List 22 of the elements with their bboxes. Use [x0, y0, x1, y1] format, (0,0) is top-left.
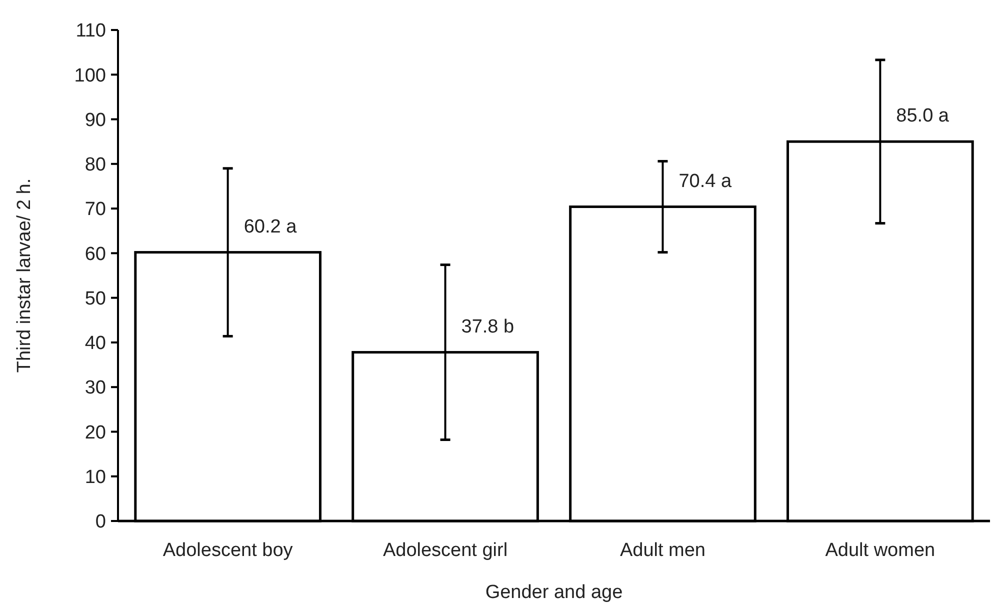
x-tick-label: Adult men: [620, 540, 706, 561]
y-tick-label: 30: [84, 378, 106, 399]
y-tick-label: 80: [84, 154, 106, 176]
y-tick-label: 10: [84, 467, 106, 488]
x-axis-title: Gender and age: [485, 582, 623, 603]
data-label: 37.8 b: [461, 316, 514, 338]
y-tick-label: 20: [84, 422, 106, 444]
y-axis-title: Third instar larvae/ 2 h.: [14, 178, 35, 373]
x-tick-label: Adolescent boy: [162, 540, 294, 561]
data-label: 60.2 a: [244, 216, 298, 238]
y-tick-label: 70: [84, 199, 106, 220]
data-label: 85.0 a: [896, 106, 950, 127]
y-tick-label: 90: [84, 110, 106, 131]
x-tick-label: Adult women: [825, 540, 936, 561]
y-tick-label: 50: [84, 288, 106, 310]
y-tick-label: 100: [74, 65, 106, 86]
data-label: 70.4 a: [678, 170, 732, 192]
y-tick-label: 0: [95, 512, 106, 533]
y-tick-label: 60: [84, 244, 106, 265]
x-tick-label: Adolescent girl: [382, 540, 508, 561]
y-tick-label: 110: [76, 20, 106, 42]
y-tick-label: 40: [84, 333, 106, 354]
